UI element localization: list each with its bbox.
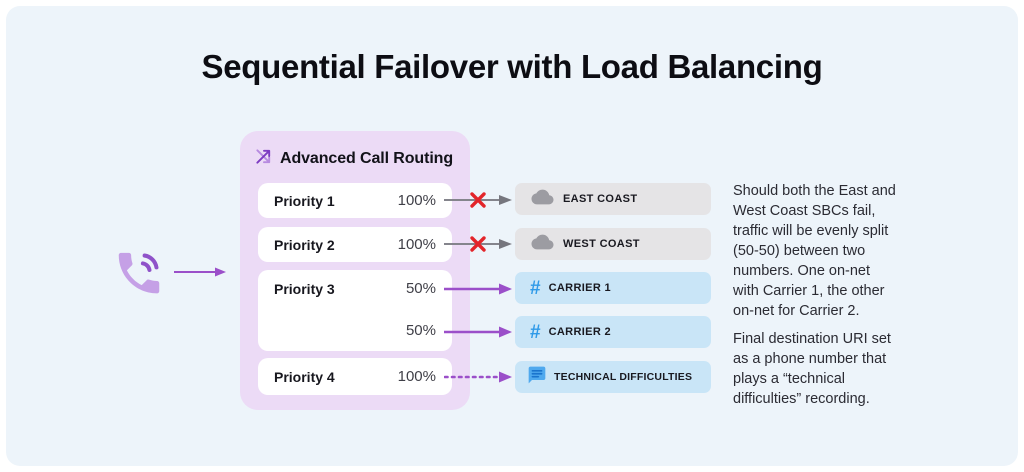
priority-2-row: Priority 2 100% [258,227,452,262]
x-mark-icon [470,192,486,208]
destination-carrier-1: # CARRIER 1 [515,272,711,304]
annotation-line: Final destination URI set [733,331,891,347]
arrow-priority2-failed [444,235,512,258]
priority-1-row: Priority 1 100% [258,183,452,218]
destination-label: CARRIER 2 [548,326,612,338]
incoming-call-arrow [174,265,226,284]
arrow-priority3-carrier1 [444,280,512,303]
annotation-line: as a phone number that [733,351,887,367]
annotation-line: traffic will be evenly split [733,223,889,239]
cloud-icon [530,186,555,213]
priority-3-value-2: 50% [405,322,436,339]
priority-1-label: Priority 1 [274,192,335,209]
cloud-icon [530,231,555,258]
chat-icon [527,365,547,390]
priority-4-label: Priority 4 [274,368,335,385]
phone-icon [112,246,166,300]
annotation-line: difficulties” recording. [733,391,870,407]
destination-technical-difficulties: TECHNICAL DIFFICULTIES [515,361,711,393]
annotation-load-balancing: Should both the East and West Coast SBCs… [733,181,933,321]
priority-4-row: Priority 4 100% [258,358,452,395]
destination-west-coast: WEST COAST [515,228,711,260]
arrow-priority1-failed [444,191,512,214]
hash-icon: # [530,321,541,343]
shuffle-icon [254,147,273,171]
destination-label: WEST COAST [563,238,640,250]
advanced-call-routing-panel: Advanced Call Routing Priority 1 100% Pr… [240,131,470,410]
destination-carrier-2: # CARRIER 2 [515,316,711,348]
panel-title: Advanced Call Routing [280,150,454,167]
annotation-line: (50-50) between two [733,243,866,259]
destination-label: TECHNICAL DIFFICULTIES [554,371,693,383]
priority-1-value: 100% [397,192,436,209]
arrow-priority3-carrier2 [444,323,512,346]
panel-header: Advanced Call Routing [254,147,453,171]
annotation-line: Should both the East and [733,183,896,199]
annotation-line: West Coast SBCs fail, [733,203,876,219]
priority-3-label: Priority 3 [274,280,335,297]
page-title: Sequential Failover with Load Balancing [201,48,823,85]
x-mark-icon [470,236,486,252]
background-card [6,6,1018,466]
destination-east-coast: EAST COAST [515,183,711,215]
priority-3-value-1: 50% [405,280,436,297]
arrow-priority4-fallback-dotted [443,368,512,391]
priority-4-value: 100% [397,368,436,385]
priority-2-label: Priority 2 [274,236,335,253]
annotation-line: on-net for Carrier 2. [733,303,860,319]
annotation-line: with Carrier 1, the other [733,283,885,299]
destination-label: EAST COAST [563,193,638,205]
hash-icon: # [530,277,541,299]
priority-2-value: 100% [397,236,436,253]
priority-3-row: Priority 3 50% 50% [258,270,452,351]
annotation-line: plays a “technical [733,371,846,387]
destination-label: CARRIER 1 [548,282,612,294]
annotation-final-destination: Final destination URI set as a phone num… [733,329,933,409]
annotation-line: numbers. One on-net [733,263,871,279]
